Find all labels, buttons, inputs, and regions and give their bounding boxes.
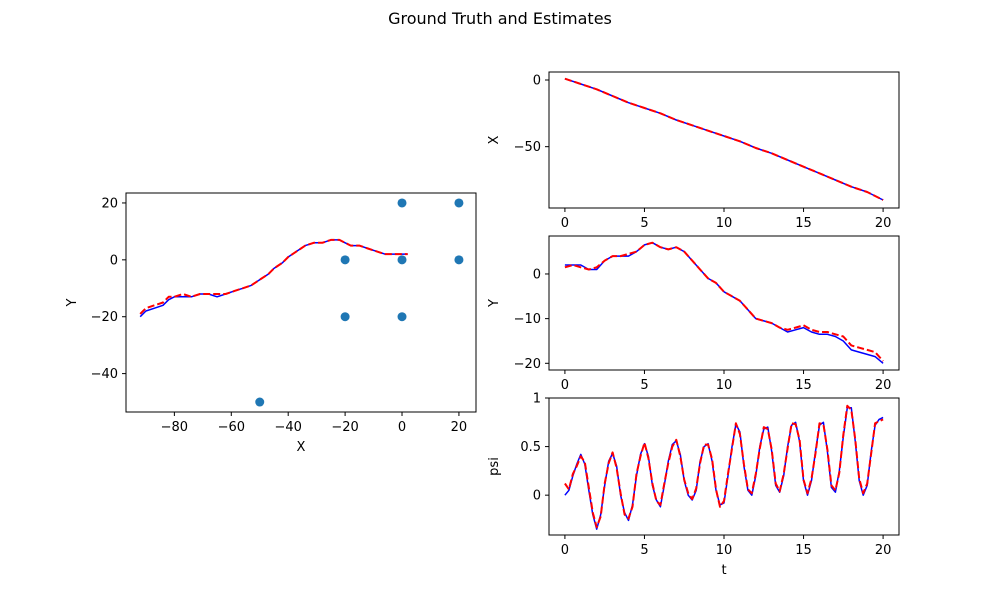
y-axis-label: Y [65, 298, 80, 307]
estimate-line [139, 238, 408, 315]
y-axis-label: X [487, 135, 502, 144]
x-tick-label: 20 [875, 378, 892, 393]
y-tick-label: −50 [514, 140, 541, 155]
y-vs-time-panel: 0 5 10 15 20 −20 −10 0 Y [487, 235, 900, 393]
x-tick-label: 0 [561, 378, 569, 393]
y-tick-label: 0 [533, 267, 541, 282]
landmark-point [340, 312, 350, 322]
y-tick-label: 0 [533, 74, 541, 89]
ground-truth-line [139, 239, 408, 318]
x-axis-label: t [721, 563, 726, 578]
estimate-line [564, 241, 884, 362]
axes-frame [548, 235, 900, 371]
plot-area [139, 238, 408, 318]
landmark-point [340, 255, 350, 265]
y-axis-label: psi [487, 457, 502, 476]
y-tick-label: 0 [533, 489, 541, 504]
plot-area [564, 404, 884, 530]
y-tick-label: 1 [533, 392, 541, 407]
x-tick-label: 5 [640, 378, 648, 393]
x-tick-label: 10 [716, 216, 733, 231]
x-tick-label: 20 [451, 420, 468, 435]
x-tick-label: 20 [875, 543, 892, 558]
landmark-point [397, 312, 407, 322]
estimate-line [564, 404, 884, 529]
x-tick-label: 15 [795, 543, 812, 558]
x-tick-label: 5 [640, 216, 648, 231]
estimate-line [564, 77, 884, 201]
landmark-point [454, 255, 464, 265]
x-tick-label: 0 [561, 543, 569, 558]
x-tick-label: 0 [561, 216, 569, 231]
x-tick-label: 10 [716, 543, 733, 558]
y-tick-label: 0.5 [520, 440, 541, 455]
x-vs-time-panel: 0 5 10 15 20 −50 0 X [487, 71, 900, 231]
axes-frame [125, 192, 477, 413]
x-tick-label: −80 [161, 420, 188, 435]
y-tick-label: 0 [110, 253, 118, 268]
x-tick-label: 5 [640, 543, 648, 558]
landmark-point [255, 397, 265, 407]
x-tick-label: −20 [331, 420, 358, 435]
y-tick-label: 20 [101, 196, 118, 211]
plot-area [564, 77, 884, 201]
x-tick-label: −60 [218, 420, 245, 435]
x-tick-label: 10 [716, 378, 733, 393]
figure-title: Ground Truth and Estimates [388, 9, 612, 28]
x-tick-label: 0 [398, 420, 406, 435]
y-tick-label: −10 [514, 312, 541, 327]
landmark-point [397, 198, 407, 208]
psi-vs-time-panel: 0 5 10 15 20 0 0.5 1 t psi [487, 392, 900, 578]
x-tick-label: 15 [795, 378, 812, 393]
ground-truth-line [564, 241, 884, 364]
x-tick-label: 20 [875, 216, 892, 231]
xy-trajectory-panel: −80 −60 −40 −20 0 20 −40 −20 0 20 X Y [65, 192, 477, 455]
landmark-point [454, 198, 464, 208]
ground-truth-line [564, 406, 884, 530]
y-tick-label: −20 [514, 357, 541, 372]
landmark-point [397, 255, 407, 265]
y-axis-label: Y [487, 299, 502, 308]
y-tick-label: −20 [91, 310, 118, 325]
x-tick-label: −40 [274, 420, 301, 435]
axes-frame [548, 71, 900, 209]
y-tick-label: −40 [91, 367, 118, 382]
x-tick-label: 15 [795, 216, 812, 231]
x-axis-label: X [297, 440, 306, 455]
plot-area [564, 241, 884, 364]
